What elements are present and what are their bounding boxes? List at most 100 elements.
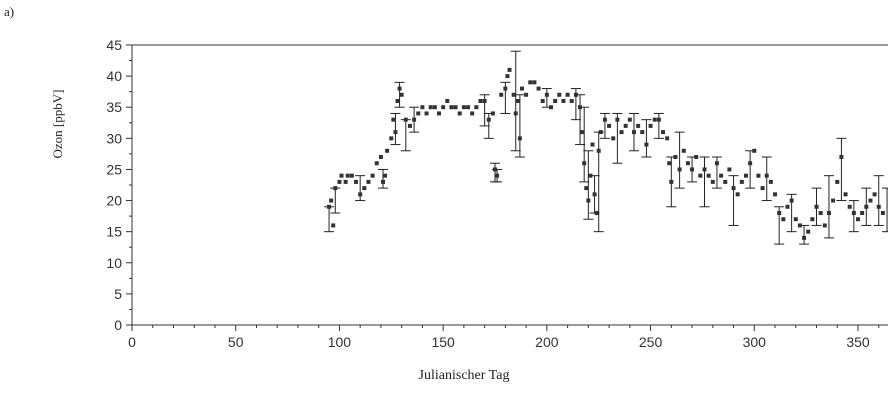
data-point xyxy=(582,161,587,166)
data-point xyxy=(482,99,487,103)
data-point xyxy=(578,105,583,110)
data-point xyxy=(432,105,437,110)
data-point xyxy=(569,99,574,103)
data-point xyxy=(698,173,703,178)
data-point xyxy=(445,99,450,103)
data-point xyxy=(665,136,670,141)
data-point xyxy=(457,111,462,116)
data-point xyxy=(397,86,402,91)
data-point xyxy=(814,204,819,209)
data-point xyxy=(470,111,475,116)
data-point xyxy=(631,130,636,135)
data-point xyxy=(331,223,336,228)
data-point xyxy=(768,179,773,184)
data-point xyxy=(714,161,719,166)
x-tick-label: 300 xyxy=(743,334,767,350)
y-tick-label: 20 xyxy=(106,193,122,209)
data-point xyxy=(706,173,711,178)
data-point xyxy=(395,99,400,103)
data-point xyxy=(337,179,342,184)
data-point xyxy=(802,235,807,240)
data-point xyxy=(532,80,537,85)
data-point xyxy=(781,217,786,222)
x-tick-label: 0 xyxy=(128,334,136,350)
data-point xyxy=(594,211,599,215)
data-point xyxy=(661,130,666,135)
data-point xyxy=(385,148,390,153)
data-point xyxy=(615,117,620,122)
data-point xyxy=(592,192,597,197)
data-point xyxy=(478,99,483,103)
y-tick-label: 30 xyxy=(106,130,122,146)
data-point xyxy=(851,211,856,215)
data-point xyxy=(329,198,334,203)
data-point xyxy=(735,192,740,197)
data-point xyxy=(760,186,765,191)
data-point xyxy=(586,198,591,203)
data-point xyxy=(785,204,790,209)
data-point xyxy=(383,173,388,178)
data-point xyxy=(333,186,338,191)
data-point xyxy=(598,130,603,135)
data-point xyxy=(673,155,678,159)
data-point xyxy=(743,173,748,178)
data-point xyxy=(627,117,632,122)
data-point xyxy=(644,142,649,147)
data-point xyxy=(524,92,529,97)
y-tick-label: 40 xyxy=(106,68,122,84)
data-point xyxy=(623,123,628,128)
data-point xyxy=(831,198,836,203)
data-point xyxy=(499,92,504,97)
data-point xyxy=(588,173,593,178)
data-point xyxy=(511,92,516,97)
data-point xyxy=(607,123,612,128)
data-point xyxy=(399,92,404,97)
data-point xyxy=(864,204,869,209)
data-point xyxy=(519,86,524,91)
data-point xyxy=(565,92,570,97)
data-point xyxy=(872,192,877,197)
data-point xyxy=(436,111,441,116)
data-point xyxy=(441,105,446,110)
data-point xyxy=(752,148,757,153)
data-point xyxy=(839,155,844,159)
data-point xyxy=(739,179,744,184)
data-point xyxy=(756,173,761,178)
data-point xyxy=(407,123,412,128)
data-point xyxy=(393,130,398,135)
data-point xyxy=(503,86,508,91)
data-point xyxy=(584,186,589,191)
data-point xyxy=(806,229,811,234)
data-point xyxy=(596,148,601,153)
data-point xyxy=(793,217,798,222)
data-point xyxy=(513,111,518,116)
data-point xyxy=(536,86,541,91)
data-point xyxy=(590,142,595,147)
data-point xyxy=(648,123,653,128)
y-tick-label: 35 xyxy=(106,99,122,115)
y-tick-label: 0 xyxy=(114,317,122,333)
data-point xyxy=(493,167,497,172)
data-point xyxy=(685,161,690,166)
x-tick-label: 350 xyxy=(846,334,870,350)
panel-label: a) xyxy=(4,4,15,19)
data-point xyxy=(723,179,728,184)
data-point xyxy=(710,179,715,184)
data-point xyxy=(748,161,753,166)
data-point xyxy=(362,186,367,191)
data-point xyxy=(656,117,661,122)
y-tick-label: 5 xyxy=(114,286,122,302)
data-point xyxy=(636,123,641,128)
data-point xyxy=(354,179,359,184)
data-point xyxy=(366,179,371,184)
data-point xyxy=(345,173,350,178)
data-point xyxy=(428,105,433,110)
data-point xyxy=(540,99,545,103)
data-point xyxy=(557,92,562,97)
data-point xyxy=(349,173,354,178)
data-point xyxy=(702,167,707,172)
data-point xyxy=(677,167,682,172)
data-point xyxy=(797,223,802,228)
x-tick-label: 100 xyxy=(328,334,352,350)
